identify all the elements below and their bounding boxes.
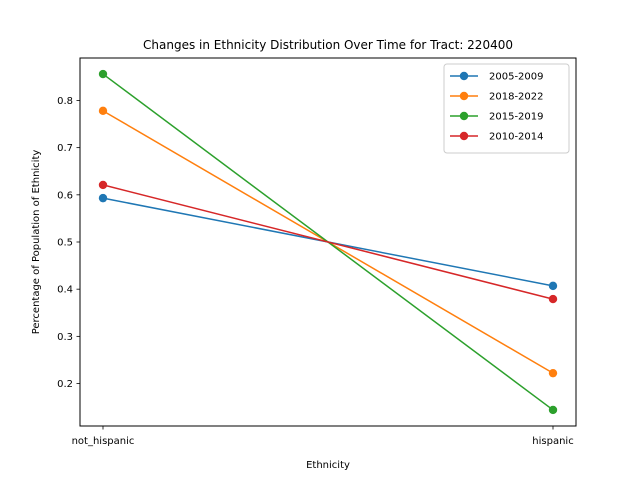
x-axis: not_hispanic hispanic bbox=[72, 426, 574, 447]
y-tick-label: 0.5 bbox=[57, 238, 73, 249]
series-2010-2014 bbox=[98, 180, 558, 304]
legend-entry: 2018-2022 bbox=[450, 92, 544, 103]
data-point bbox=[548, 281, 558, 291]
legend: 2005-2009 2018-2022 2015-2019 2010-2014 bbox=[443, 63, 570, 154]
data-point bbox=[548, 405, 558, 415]
legend-label: 2005-2009 bbox=[489, 72, 544, 83]
data-point bbox=[98, 106, 108, 116]
y-axis-label: Percentage of Population of Ethnicity bbox=[31, 150, 42, 335]
series-line bbox=[102, 184, 554, 300]
legend-label: 2018-2022 bbox=[489, 92, 544, 103]
y-tick-label: 0.2 bbox=[57, 379, 73, 390]
legend-marker bbox=[459, 71, 469, 81]
legend-label: 2015-2019 bbox=[489, 112, 544, 123]
y-tick-label: 0.8 bbox=[57, 96, 73, 107]
legend-box bbox=[443, 63, 570, 154]
x-tick-label: hispanic bbox=[532, 436, 573, 447]
y-tick-label: 0.7 bbox=[57, 143, 73, 154]
legend-entry: 2005-2009 bbox=[450, 72, 544, 83]
y-tick-label: 0.4 bbox=[57, 285, 73, 296]
legend-entry: 2010-2014 bbox=[450, 132, 544, 143]
x-tick-label: not_hispanic bbox=[72, 436, 135, 447]
data-point bbox=[98, 69, 108, 79]
y-tick-label: 0.6 bbox=[57, 190, 73, 201]
data-point bbox=[98, 193, 108, 203]
y-axis: 0.2 0.3 0.4 0.5 0.6 0.7 0.8 bbox=[57, 96, 80, 390]
x-axis-label: Ethnicity bbox=[306, 460, 350, 471]
data-point bbox=[548, 368, 558, 378]
legend-label: 2010-2014 bbox=[489, 132, 544, 143]
data-point bbox=[548, 294, 558, 304]
series-layer bbox=[98, 69, 558, 415]
chart-title: Changes in Ethnicity Distribution Over T… bbox=[143, 38, 513, 52]
y-tick-label: 0.3 bbox=[57, 332, 73, 343]
legend-marker bbox=[459, 91, 469, 101]
legend-entry: 2015-2019 bbox=[450, 112, 544, 123]
legend-marker bbox=[459, 131, 469, 141]
legend-marker bbox=[459, 111, 469, 121]
data-point bbox=[98, 180, 108, 190]
